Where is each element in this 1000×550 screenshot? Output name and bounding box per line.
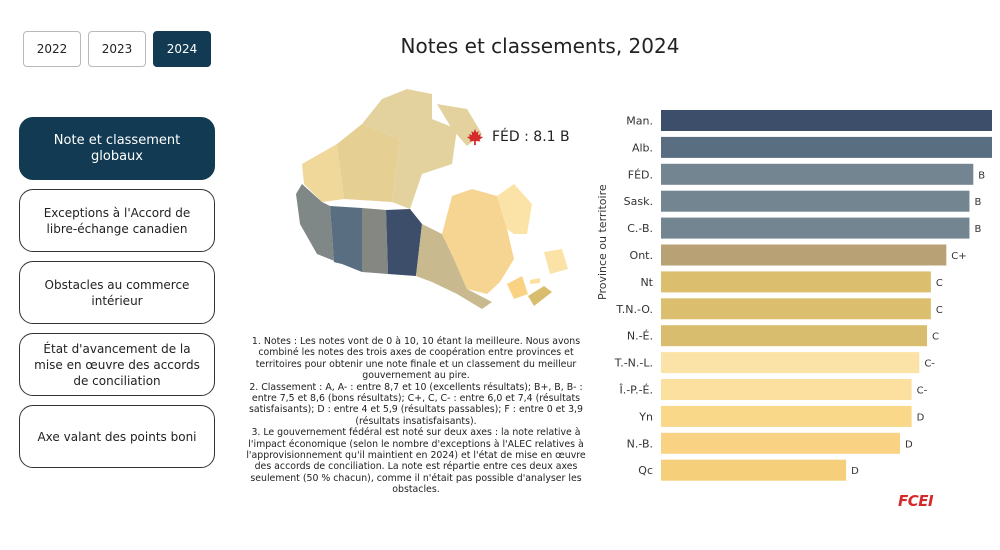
bar-grade-label: D: [917, 412, 925, 423]
bar[interactable]: [661, 136, 992, 158]
bar-grade-label: C: [936, 305, 943, 316]
map-region-bc[interactable]: [296, 184, 342, 264]
map-region-alberta[interactable]: [330, 206, 362, 272]
bar[interactable]: [661, 405, 912, 427]
fcei-logo: FCEI: [898, 492, 934, 510]
note-1: 1. Notes : Les notes vont de 0 à 10, 10 …: [251, 336, 581, 382]
map-region-nwt[interactable]: [337, 124, 400, 202]
map-region-ns[interactable]: [528, 286, 552, 306]
bar-label: Nt: [640, 276, 653, 289]
year-tab-2022[interactable]: 2022: [23, 31, 81, 67]
bar[interactable]: [661, 244, 947, 266]
note-2: 2. Classement : A, A- : entre 8,7 et 10 …: [249, 381, 583, 427]
bar[interactable]: [661, 190, 970, 212]
bar-grade-label: C-: [917, 386, 928, 397]
map-region-ontario[interactable]: [416, 224, 492, 309]
map-region-nunavut[interactable]: [362, 89, 457, 209]
bar-grade-label: C+: [951, 251, 966, 262]
bar-label: N.-B.: [627, 437, 653, 450]
map-region-labrador[interactable]: [497, 184, 532, 234]
nav-cfta-exceptions[interactable]: Exceptions à l'Accord de libre-échange c…: [19, 189, 215, 252]
map-region-quebec[interactable]: [442, 189, 514, 294]
methodology-notes: 1. Notes : Les notes vont de 0 à 10, 10 …: [238, 336, 594, 496]
map-region-yukon[interactable]: [302, 144, 344, 202]
bar-label: T.-N.-L.: [614, 357, 653, 370]
bar-label: Man.: [626, 115, 653, 128]
bar-label: Î.-P.-É.: [618, 384, 653, 397]
bar[interactable]: [661, 379, 912, 400]
page-title: Notes et classements, 2024: [400, 34, 680, 58]
map-region-pei[interactable]: [530, 278, 540, 284]
bar[interactable]: [661, 459, 847, 481]
hudson-bay: [416, 184, 448, 220]
bar[interactable]: [661, 325, 928, 347]
bar-label: Ont.: [630, 249, 653, 262]
map-region-nb[interactable]: [507, 276, 528, 299]
map-region-saskatchewan[interactable]: [362, 208, 388, 274]
bar-label: FÉD.: [628, 168, 653, 181]
grades-bar-chart: Man.A-Alb.B+FÉD.BSask.BC.-B.BOnt.C+NtCT.…: [614, 110, 992, 481]
bar[interactable]: [661, 163, 974, 185]
bar[interactable]: [661, 352, 920, 374]
bar-label: Qc: [638, 464, 653, 477]
bar[interactable]: [661, 271, 931, 293]
fed-grade-text: FÉD : 8.1 B: [492, 129, 570, 145]
map-region-manitoba[interactable]: [386, 209, 422, 276]
bar-label: C.-B.: [627, 222, 653, 235]
bar[interactable]: [661, 217, 970, 239]
bar-grade-label: B: [974, 224, 981, 235]
year-tab-2023[interactable]: 2023: [88, 31, 146, 67]
bar-grade-label: B: [978, 170, 985, 181]
nav-internal-trade-barriers[interactable]: Obstacles au commerce intérieur: [19, 261, 215, 324]
year-tabs: 2022 2023 2024: [23, 31, 211, 67]
bar-label: T.N.-O.: [615, 303, 653, 316]
maple-leaf-icon: [466, 128, 484, 146]
fed-label: FÉD : 8.1 B: [466, 128, 570, 146]
bar[interactable]: [661, 432, 901, 454]
map-region-newfoundland: [544, 249, 568, 274]
bar[interactable]: [661, 110, 992, 131]
bar-label: N.-É.: [627, 330, 653, 343]
bar-grade-label: C: [932, 332, 939, 343]
bar-grade-label: C: [936, 278, 943, 289]
bar-label: Alb.: [632, 141, 653, 154]
year-tab-2024[interactable]: 2024: [153, 31, 211, 67]
bar-grade-label: B: [974, 197, 981, 208]
bar-grade-label: D: [851, 466, 859, 477]
canada-map: [296, 89, 568, 309]
bar-grade-label: C-: [924, 359, 935, 370]
nav-bonus-points[interactable]: Axe valant des points boni: [19, 405, 215, 468]
bar[interactable]: [661, 298, 931, 320]
side-nav: Note et classement globaux Exceptions à …: [19, 117, 215, 477]
nav-overall-grade[interactable]: Note et classement globaux: [19, 117, 215, 180]
bar-grade-label: D: [905, 439, 913, 450]
bar-label: Sask.: [624, 195, 653, 208]
nav-reconciliation-progress[interactable]: État d'avancement de la mise en œuvre de…: [19, 333, 215, 396]
bar-label: Yn: [638, 410, 653, 423]
note-3: 3. Le gouvernement fédéral est noté sur …: [246, 427, 586, 496]
